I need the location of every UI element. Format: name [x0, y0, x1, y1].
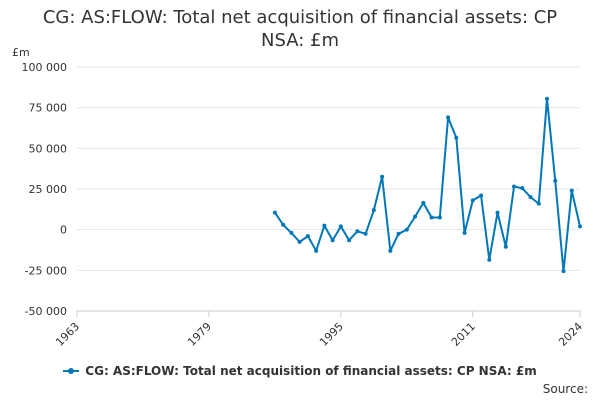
data-point[interactable]	[272, 210, 277, 215]
data-point[interactable]	[429, 215, 434, 220]
data-point[interactable]	[371, 208, 376, 213]
data-point[interactable]	[569, 188, 574, 193]
data-point[interactable]	[388, 248, 393, 253]
y-tick-label: 100 000	[22, 61, 68, 74]
data-point[interactable]	[503, 244, 508, 249]
data-point[interactable]	[281, 222, 286, 227]
x-tick-label: 1963	[53, 320, 82, 349]
data-point[interactable]	[347, 238, 352, 243]
y-tick-label: -25 000	[25, 264, 67, 277]
data-point[interactable]	[404, 227, 409, 232]
data-point[interactable]	[380, 174, 385, 179]
x-axis: 1963 1979 1995 2011 2024	[53, 310, 585, 349]
data-point[interactable]	[305, 234, 310, 239]
series-line	[274, 97, 581, 273]
data-point[interactable]	[479, 193, 484, 198]
data-point[interactable]	[545, 96, 550, 101]
data-point[interactable]	[462, 230, 467, 235]
data-point[interactable]	[396, 231, 401, 236]
data-point[interactable]	[446, 115, 451, 120]
data-point[interactable]	[495, 210, 500, 215]
source-label: Source:	[542, 382, 588, 396]
data-point[interactable]	[338, 224, 343, 229]
data-point[interactable]	[330, 238, 335, 243]
data-point[interactable]	[578, 224, 582, 229]
data-point[interactable]	[487, 257, 492, 262]
y-tick-label: 75 000	[29, 102, 68, 115]
y-axis-unit-label: £m	[12, 46, 30, 59]
data-point[interactable]	[520, 186, 525, 191]
legend-label: CG: AS:FLOW: Total net acquisition of fi…	[85, 364, 537, 378]
data-point[interactable]	[289, 230, 294, 235]
y-tick-label: 50 000	[29, 142, 68, 155]
data-point[interactable]	[528, 195, 533, 200]
data-point[interactable]	[413, 214, 418, 219]
data-point[interactable]	[314, 248, 319, 253]
series-group	[272, 96, 582, 274]
data-point[interactable]	[536, 201, 541, 206]
x-tick-label: 2011	[449, 320, 478, 349]
data-point[interactable]	[454, 135, 459, 140]
legend-swatch	[63, 365, 80, 377]
data-point[interactable]	[297, 239, 302, 244]
x-tick-label: 2024	[556, 320, 585, 349]
legend[interactable]: CG: AS:FLOW: Total net acquisition of fi…	[0, 364, 600, 378]
y-tick-label: -50 000	[25, 305, 67, 318]
data-point[interactable]	[561, 269, 566, 274]
x-tick-label: 1995	[317, 320, 346, 349]
grid-lines	[77, 66, 580, 312]
y-tick-label: 25 000	[29, 183, 68, 196]
data-point[interactable]	[355, 229, 360, 234]
x-tick-label: 1979	[185, 320, 214, 349]
data-point[interactable]	[421, 200, 426, 205]
data-point[interactable]	[363, 231, 368, 236]
data-point[interactable]	[437, 215, 442, 220]
data-point[interactable]	[512, 184, 517, 189]
data-point[interactable]	[322, 223, 327, 228]
data-point[interactable]	[470, 198, 475, 203]
chart-title: CG: AS:FLOW: Total net acquisition of fi…	[42, 7, 558, 51]
y-axis-ticks: 100 000 75 000 50 000 25 000 0 -25 000 -50 000	[22, 61, 68, 318]
y-tick-label: 0	[60, 224, 67, 237]
data-point[interactable]	[553, 178, 558, 183]
